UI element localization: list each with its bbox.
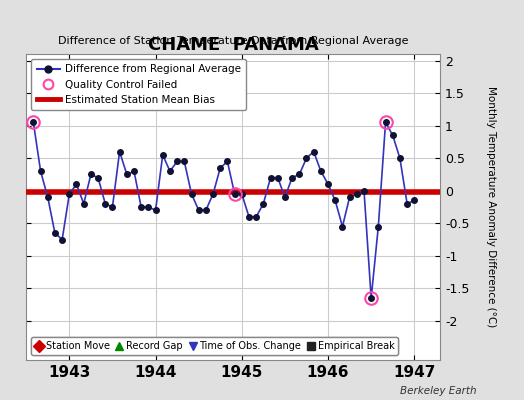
Title: CHAME  PANAMA: CHAME PANAMA	[148, 36, 319, 54]
Text: Berkeley Earth: Berkeley Earth	[400, 386, 477, 396]
Legend: Station Move, Record Gap, Time of Obs. Change, Empirical Break: Station Move, Record Gap, Time of Obs. C…	[31, 337, 398, 355]
Text: Difference of Station Temperature Data from Regional Average: Difference of Station Temperature Data f…	[58, 36, 408, 46]
Y-axis label: Monthly Temperature Anomaly Difference (°C): Monthly Temperature Anomaly Difference (…	[486, 86, 496, 328]
